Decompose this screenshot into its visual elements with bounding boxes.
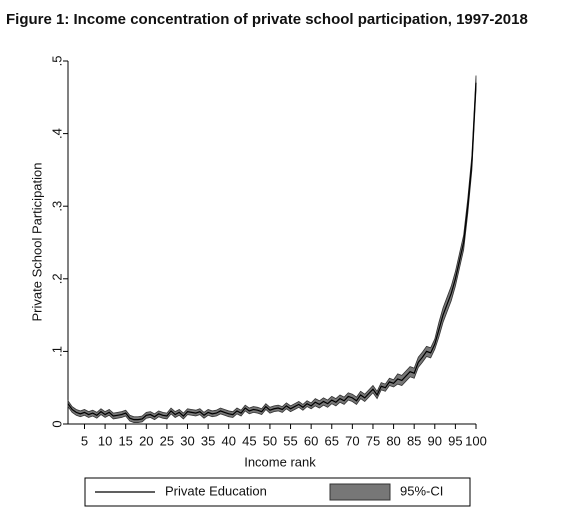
x-tick-label: 90 xyxy=(428,433,442,448)
y-tick-label: .4 xyxy=(49,128,64,139)
x-tick-label: 45 xyxy=(242,433,256,448)
x-tick-label: 55 xyxy=(283,433,297,448)
y-tick-label: .2 xyxy=(49,273,64,284)
x-tick-label: 35 xyxy=(201,433,215,448)
x-tick-label: 95 xyxy=(448,433,462,448)
chart-title: Figure 1: Income concentration of privat… xyxy=(6,11,528,28)
y-tick-label: .1 xyxy=(49,346,64,357)
x-tick-label: 80 xyxy=(386,433,400,448)
x-tick-label: 15 xyxy=(118,433,132,448)
legend-label: Private Education xyxy=(165,483,267,498)
x-tick-label: 60 xyxy=(304,433,318,448)
x-tick-label: 25 xyxy=(160,433,174,448)
y-tick-label: .5 xyxy=(49,56,64,67)
x-tick-label: 85 xyxy=(407,433,421,448)
x-tick-label: 65 xyxy=(325,433,339,448)
y-tick-label: .3 xyxy=(49,201,64,212)
legend-label: 95%-CI xyxy=(400,483,443,498)
legend-swatch xyxy=(329,483,391,501)
x-tick-label: 40 xyxy=(221,433,235,448)
x-tick-label: 50 xyxy=(263,433,277,448)
x-tick-label: 20 xyxy=(139,433,153,448)
x-tick-label: 100 xyxy=(465,433,487,448)
x-tick-label: 30 xyxy=(180,433,194,448)
y-tick-label: 0 xyxy=(49,420,64,427)
y-axis-label: Private School Participation xyxy=(29,163,44,322)
x-tick-label: 10 xyxy=(98,433,112,448)
x-tick-label: 75 xyxy=(366,433,380,448)
x-tick-label: 5 xyxy=(81,433,88,448)
line xyxy=(67,82,477,421)
x-axis-label: Income rank xyxy=(244,454,316,469)
x-tick-label: 70 xyxy=(345,433,359,448)
legend xyxy=(84,477,471,507)
